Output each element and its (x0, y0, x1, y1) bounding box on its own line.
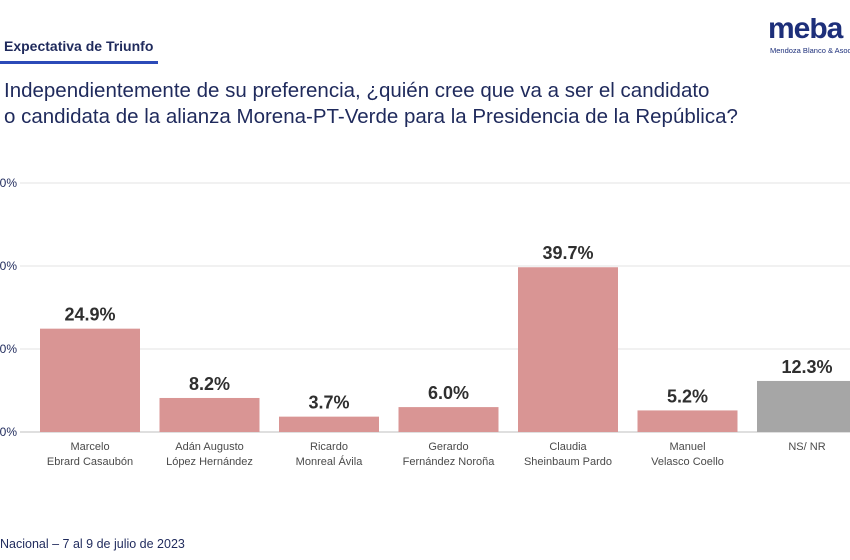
question-line-1: Independientemente de su preferencia, ¿q… (4, 79, 710, 102)
logo-wordmark: meba (768, 18, 843, 45)
logo-subtext: Mendoza Blanco & Asociados (770, 46, 850, 55)
x-tick-label: López Hernández (166, 456, 253, 468)
x-tick-label: Ricardo (310, 441, 348, 453)
bar-value-label: 12.3% (781, 357, 832, 377)
x-tick-label: Fernández Noroña (403, 456, 496, 468)
y-tick-label: 0% (0, 425, 17, 439)
bar (398, 407, 499, 432)
y-tick-label: 60% (0, 176, 17, 190)
bar-value-label: 5.2% (667, 386, 708, 406)
x-tick-label: NS/ NR (788, 441, 825, 453)
bar (518, 267, 618, 432)
bar-value-label: 24.9% (64, 305, 115, 325)
x-tick-label: Velasco Coello (651, 456, 724, 468)
bar-chart: 0% 20% 40% 60% 24.9% Marcelo Ebrard Casaubón 8.… (0, 176, 850, 468)
question-line-2: o candidata de la alianza Morena-PT-Verd… (4, 105, 738, 128)
company-logo: meba Mendoza Blanco & Asociados (768, 18, 850, 58)
footer-note: Nacional – 7 al 9 de julio de 2023 (0, 537, 185, 551)
x-tick-label: Adán Augusto (175, 441, 244, 453)
section-label: Expectativa de Triunfo (4, 38, 154, 54)
bar-value-label: 8.2% (189, 374, 230, 394)
bar (757, 380, 850, 432)
bar (637, 410, 738, 432)
survey-question: Independientemente de su preferencia, ¿q… (4, 78, 844, 130)
bar (159, 397, 260, 432)
x-tick-label: Manuel (669, 441, 705, 453)
bar (40, 328, 140, 432)
bar (279, 416, 379, 432)
x-tick-label: Claudia (549, 441, 587, 453)
x-tick-label: Monreal Ávila (296, 455, 364, 468)
x-tick-label: Ebrard Casaubón (47, 456, 133, 468)
y-tick-label: 40% (0, 259, 17, 273)
y-tick-label: 20% (0, 342, 17, 356)
x-tick-label: Marcelo (70, 441, 109, 453)
bar-value-label: 6.0% (428, 383, 469, 403)
section-underline (0, 61, 158, 64)
bar-value-label: 39.7% (542, 243, 593, 263)
x-tick-label: Sheinbaum Pardo (524, 456, 612, 468)
x-tick-label: Gerardo (428, 441, 468, 453)
bar-value-label: 3.7% (308, 393, 349, 413)
